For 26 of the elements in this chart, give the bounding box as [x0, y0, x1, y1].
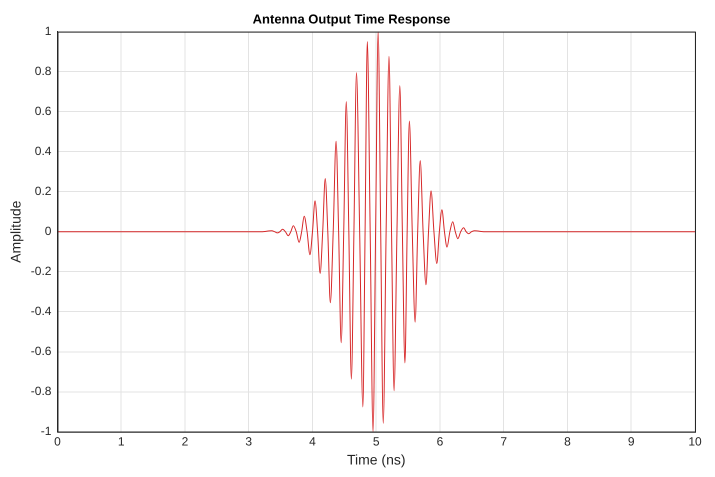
y-axis-title: Amplitude: [7, 200, 24, 263]
x-tick-label: 1: [118, 434, 125, 448]
x-tick-label: 9: [628, 434, 635, 448]
x-tick-label: 5: [372, 434, 380, 448]
y-tick-label: 0.6: [34, 104, 52, 118]
x-tick-label: 7: [500, 434, 508, 448]
y-tick-label: -0.4: [30, 304, 52, 318]
x-tick-label: 8: [564, 434, 572, 448]
x-tick-label: 6: [436, 434, 444, 448]
y-tick-label: 0.4: [34, 144, 52, 158]
x-tick-label: 10: [688, 434, 702, 448]
y-tick-label: -0.6: [30, 344, 52, 358]
y-tick-label: 1: [44, 24, 52, 38]
x-tick-label: 2: [182, 434, 189, 448]
x-tick-label: 3: [245, 434, 252, 448]
line-series: [57, 32, 695, 432]
y-tick-label: -0.2: [30, 264, 52, 278]
x-axis-title: Time (ns): [346, 451, 406, 468]
x-tick-label: 4: [309, 434, 316, 448]
x-tick-label: 0: [54, 434, 62, 448]
y-tick-label: 0: [44, 224, 52, 238]
chart-title: Antenna Output Time Response: [252, 11, 450, 26]
y-tick-label: -0.8: [30, 384, 52, 398]
y-tick-label: 0.8: [34, 64, 52, 78]
y-tick-label: -1: [40, 424, 52, 438]
y-tick-label: 0.2: [34, 184, 52, 198]
